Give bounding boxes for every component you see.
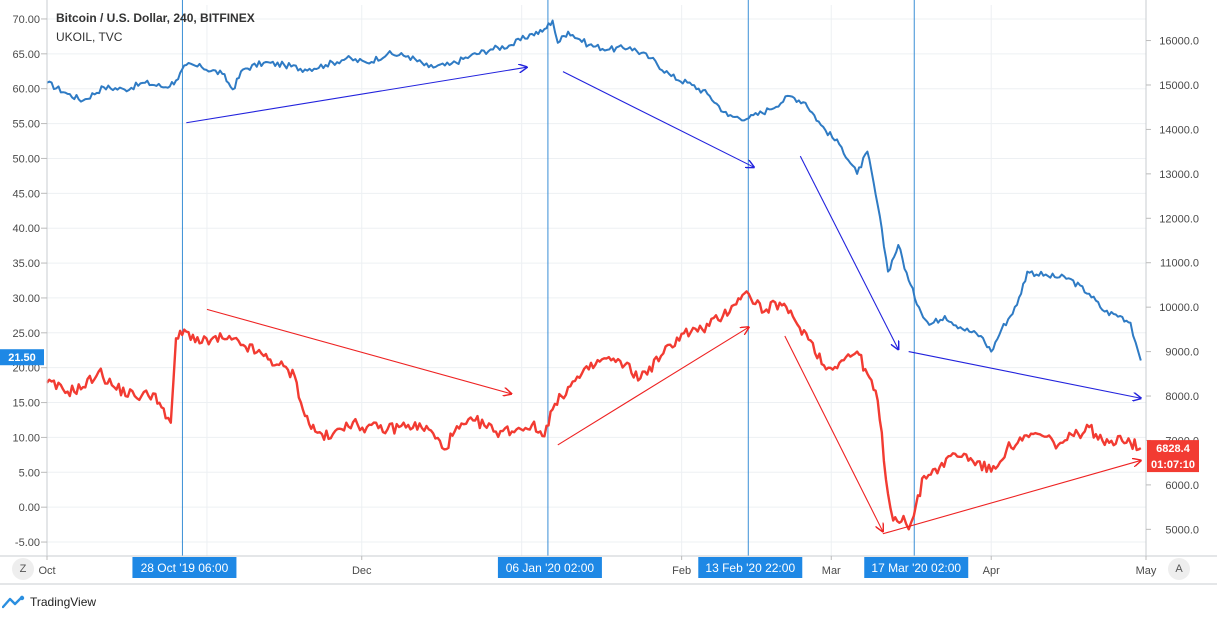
right-tick-label: 10000.0 [1159, 302, 1199, 314]
date-tag-label: 17 Mar '20 02:00 [871, 561, 961, 575]
trend-arrow-blue[interactable] [186, 67, 527, 124]
left-tick-label: 0.00 [19, 502, 40, 514]
trend-arrow-red[interactable] [882, 460, 1141, 535]
axes-frame [0, 0, 1217, 585]
right-tick-label: 9000.0 [1165, 347, 1199, 359]
left-tick-label: 5.00 [19, 467, 40, 479]
left-tick-label: 40.00 [12, 223, 40, 235]
brand-name: TradingView [30, 595, 97, 609]
series-layer [46, 19, 1142, 531]
price-tags: 28 Oct '19 06:00 06 Jan '20 02:00 13 Feb '… [0, 349, 1199, 578]
left-tick-label: 70.00 [12, 14, 40, 26]
trend-arrow-red[interactable] [206, 308, 511, 393]
date-tag-label: 06 Jan '20 02:00 [506, 561, 595, 575]
date-tag-bg [132, 557, 237, 578]
chart-header: Bitcoin / U.S. Dollar, 240, BITFINEX UKO… [56, 11, 255, 44]
right-price-tag-time: 01:07:10 [1151, 459, 1195, 471]
date-tag-bg [497, 557, 602, 578]
auto-scale-right-button[interactable]: A [1168, 558, 1190, 580]
trend-arrow-blue[interactable] [562, 71, 754, 168]
trend-arrow-blue[interactable] [799, 155, 898, 349]
left-tick-label: 30.00 [12, 293, 40, 305]
date-tag-label: 28 Oct '19 06:00 [141, 561, 229, 575]
right-tick-label: 14000.0 [1159, 124, 1199, 136]
date-tag-label: 13 Feb '20 22:00 [705, 561, 795, 575]
left-tick-label: 60.00 [12, 84, 40, 96]
right-tick-label: 6000.0 [1165, 480, 1199, 492]
x-tick-label: May [1136, 565, 1157, 577]
right-tick-label: 11000.0 [1160, 258, 1199, 270]
left-tick-label: 45.00 [12, 188, 40, 200]
trend-arrow-red[interactable] [784, 335, 883, 532]
left-price-tag-label: 21.50 [8, 352, 36, 364]
right-tick-label: 13000.0 [1159, 169, 1199, 181]
x-tick-label: Apr [983, 565, 1000, 577]
right-tick-label: 15000.0 [1159, 80, 1199, 92]
right-price-tag-bg [1147, 440, 1199, 473]
auto-scale-left-button[interactable]: Z [12, 558, 34, 580]
left-tick-label: 50.00 [12, 153, 40, 165]
tradingview-logo[interactable]: TradingView [2, 592, 96, 612]
date-tag-bg [864, 557, 969, 578]
trend-arrow-blue[interactable] [908, 351, 1141, 399]
series-line-ukoil [46, 19, 1142, 361]
x-tick-label: Mar [822, 565, 841, 577]
chart-title: Bitcoin / U.S. Dollar, 240, BITFINEX [56, 11, 255, 25]
right-tick-label: 12000.0 [1159, 213, 1199, 225]
x-tick-label: Feb [672, 565, 691, 577]
left-tick-label: 25.00 [12, 328, 40, 340]
trend-arrows [186, 67, 1141, 535]
date-tag-bg [698, 557, 803, 578]
left-tick-label: 20.00 [12, 363, 40, 375]
grid [46, 5, 1147, 556]
tradingview-icon [2, 595, 25, 609]
left-tick-label: 55.00 [12, 119, 40, 131]
x-tick-label: Dec [352, 565, 372, 577]
left-tick-label: 10.00 [12, 432, 40, 444]
left-tick-label: 65.00 [12, 49, 40, 61]
right-price-tag-value: 6828.4 [1156, 443, 1191, 455]
left-tick-label: 15.00 [12, 398, 40, 410]
x-tick-label: Oct [38, 565, 55, 577]
axis-ticks: 70.00 65.00 60.00 55.00 50.00 45.00 40.00 35.00… [12, 14, 1199, 577]
right-tick-label: 16000.0 [1159, 36, 1199, 48]
left-tick-label: 35.00 [12, 258, 40, 270]
left-price-tag-bg [0, 349, 44, 366]
right-tick-label: 8000.0 [1165, 391, 1199, 403]
right-tick-label: 5000.0 [1165, 524, 1199, 536]
series-line-btcusd [46, 290, 1142, 531]
left-tick-label: -5.00 [15, 537, 40, 549]
chart-subtitle: UKOIL, TVC [56, 30, 123, 44]
vertical-markers [181, 0, 915, 556]
trend-arrow-red[interactable] [557, 327, 749, 446]
